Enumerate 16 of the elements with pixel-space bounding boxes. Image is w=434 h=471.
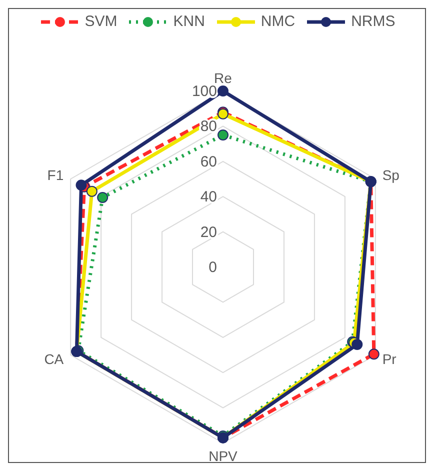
spoke-label: Sp <box>382 166 400 183</box>
legend-label: NMC <box>260 13 296 30</box>
y-tick-label: 20 <box>200 224 217 241</box>
y-tick-label: 80 <box>200 118 217 136</box>
spoke-label: CA <box>44 350 64 367</box>
legend-label: SVM <box>84 13 118 30</box>
spoke-label: NPV <box>208 448 238 464</box>
y-tick-label: 60 <box>200 153 217 170</box>
spoke-label: F1 <box>47 166 64 183</box>
y-tick-label: 40 <box>200 188 217 206</box>
y-tick-label: 0 <box>208 259 217 276</box>
y-tick-label: 100 <box>192 83 217 100</box>
spoke-label: Re <box>214 70 232 86</box>
legend-label: NRMS <box>350 13 396 30</box>
legend-label: KNN <box>172 13 205 30</box>
spoke-label: Pr <box>382 350 397 367</box>
